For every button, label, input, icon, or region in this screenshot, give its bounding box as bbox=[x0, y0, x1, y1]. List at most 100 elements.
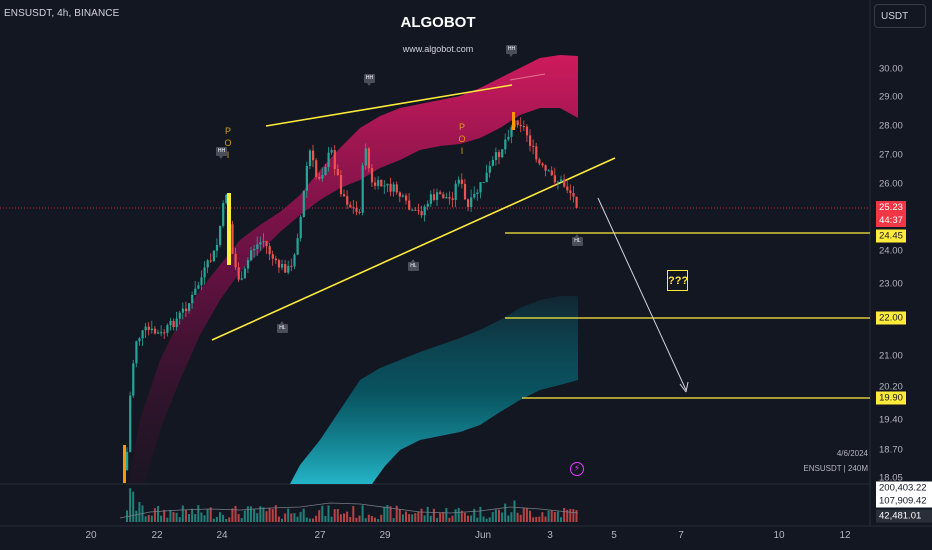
volume-bar bbox=[287, 508, 290, 522]
candle-body bbox=[299, 217, 302, 239]
candle-body bbox=[544, 165, 547, 171]
candle-body bbox=[516, 120, 519, 125]
volume-bar bbox=[215, 516, 218, 522]
volume-bar bbox=[538, 516, 541, 522]
candle-body bbox=[420, 211, 423, 216]
volume-tag: 42,481.01 bbox=[876, 509, 932, 523]
candle-body bbox=[246, 260, 250, 269]
candle-body bbox=[482, 182, 485, 184]
question-box[interactable]: ??? bbox=[667, 270, 688, 291]
hh-marker[interactable]: HH bbox=[364, 74, 375, 86]
candle-body bbox=[510, 127, 513, 137]
hh-marker[interactable]: HH bbox=[216, 147, 227, 159]
candle-body bbox=[243, 268, 246, 279]
candle-body bbox=[135, 341, 138, 364]
candle-body bbox=[271, 254, 274, 259]
candle-body bbox=[160, 332, 163, 334]
hh-marker[interactable]: HH bbox=[506, 45, 517, 57]
volume-bar bbox=[516, 512, 519, 522]
candle-body bbox=[343, 194, 346, 197]
volume-bar bbox=[194, 513, 197, 522]
volume-bar bbox=[160, 515, 163, 522]
volume-bar bbox=[386, 505, 389, 522]
hl-marker[interactable]: HL bbox=[277, 321, 288, 333]
poi-letter: I bbox=[460, 146, 464, 156]
volume-bar bbox=[395, 505, 398, 522]
candle-body bbox=[405, 195, 408, 201]
volume-bar bbox=[296, 516, 299, 522]
candle-body bbox=[290, 265, 293, 267]
volume-bar bbox=[302, 508, 305, 522]
volume-bar bbox=[203, 515, 206, 522]
volume-bar bbox=[482, 516, 485, 522]
candle-body bbox=[225, 194, 228, 204]
volume-bar bbox=[374, 517, 376, 522]
projection-segment bbox=[509, 73, 546, 81]
projection-arrow[interactable] bbox=[597, 197, 687, 391]
volume-tag: 107,909.42 bbox=[876, 494, 932, 508]
time-label: 3 bbox=[547, 530, 553, 541]
candle-body bbox=[457, 179, 460, 184]
candle-body bbox=[265, 241, 268, 247]
candle-body bbox=[383, 185, 386, 187]
time-label: 27 bbox=[314, 530, 326, 541]
candle-body bbox=[389, 183, 392, 192]
candle-countdown: 44:37 bbox=[879, 215, 903, 226]
poi-letter: O bbox=[458, 134, 466, 144]
volume-bar bbox=[349, 517, 352, 522]
symbol-info[interactable]: ENSUSDT, 4h, BINANCE bbox=[4, 8, 120, 19]
candle-body bbox=[460, 179, 463, 184]
candle-body bbox=[287, 265, 290, 273]
volume-bar bbox=[339, 514, 342, 522]
volume-bar bbox=[315, 515, 318, 522]
candle-body bbox=[327, 152, 330, 168]
highlight-candle bbox=[227, 193, 231, 265]
candle-body bbox=[268, 246, 271, 255]
volume-bar bbox=[132, 491, 135, 522]
candle-body bbox=[126, 451, 129, 470]
candle-body bbox=[556, 181, 560, 183]
candle-body bbox=[408, 200, 411, 210]
hl-marker[interactable]: HL bbox=[408, 259, 419, 271]
volume-bar bbox=[175, 512, 178, 522]
volume-bar bbox=[271, 508, 274, 522]
volume-bar bbox=[479, 506, 482, 522]
candle-body bbox=[498, 152, 501, 158]
candle-body bbox=[305, 165, 308, 191]
volume-bar bbox=[507, 515, 510, 522]
candle-body bbox=[219, 225, 222, 245]
candle-body bbox=[184, 308, 188, 312]
candle-body bbox=[181, 308, 184, 313]
volume-bar bbox=[460, 510, 463, 522]
hl-marker[interactable]: HL bbox=[572, 234, 583, 246]
volume-bar bbox=[172, 512, 175, 522]
volume-bar bbox=[281, 518, 283, 522]
flash-icon[interactable]: ⚡ bbox=[570, 462, 584, 476]
volume-bar bbox=[451, 515, 454, 522]
volume-bar bbox=[405, 511, 407, 522]
candle-body bbox=[553, 175, 556, 183]
upper-trendline[interactable] bbox=[265, 84, 513, 127]
candle-body bbox=[436, 192, 439, 200]
lower-trendline[interactable] bbox=[211, 157, 616, 341]
volume-bar bbox=[370, 515, 373, 522]
volume-bar bbox=[544, 516, 547, 522]
volume-bar bbox=[411, 514, 414, 522]
candle-body bbox=[398, 192, 401, 197]
volume-bar bbox=[389, 506, 392, 522]
candle-body bbox=[352, 207, 355, 209]
volume-bar bbox=[541, 512, 544, 522]
volume-bar bbox=[343, 513, 345, 522]
volume-bar bbox=[547, 510, 550, 522]
candle-body bbox=[423, 206, 426, 216]
volume-bar bbox=[147, 515, 150, 522]
poi-letter: I bbox=[226, 150, 230, 160]
volume-bar bbox=[290, 513, 293, 522]
currency-button[interactable]: USDT bbox=[874, 4, 926, 28]
volume-bar bbox=[265, 511, 268, 522]
candle-body bbox=[535, 146, 538, 160]
candle-body bbox=[188, 303, 191, 312]
volume-bar bbox=[401, 514, 404, 522]
